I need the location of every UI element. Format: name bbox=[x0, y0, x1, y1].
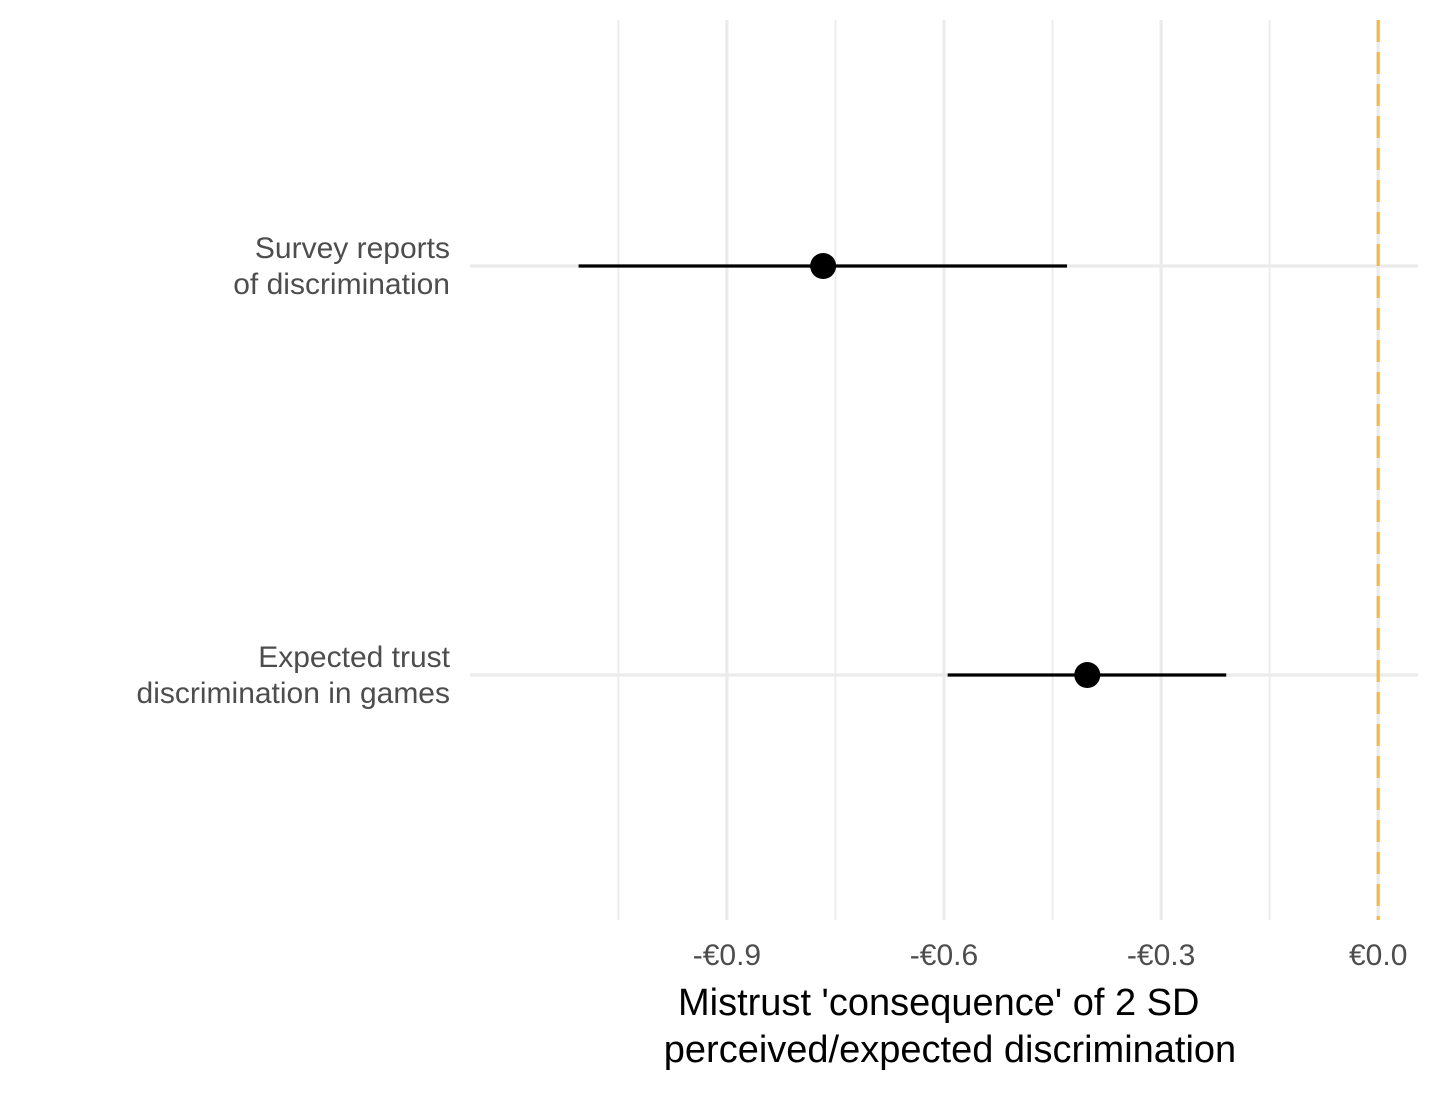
x-tick-label: -€0.3 bbox=[1127, 939, 1195, 972]
x-axis-title-line-1: Mistrust 'consequence' of 2 SD bbox=[678, 982, 1199, 1024]
estimate-point bbox=[1074, 662, 1101, 688]
category-label-line: Expected trust bbox=[258, 641, 450, 674]
minor-gridlines bbox=[617, 20, 1271, 920]
category-label: Survey reports of discrimination bbox=[233, 232, 450, 301]
x-tick-label: -€0.6 bbox=[910, 939, 978, 972]
category-labels: Survey reports of discrimination Expected … bbox=[137, 232, 451, 710]
category-label: Expected trust discrimination in games bbox=[137, 641, 451, 710]
x-tick-labels: -€0.9 -€0.6 -€0.3 €0.0 bbox=[693, 939, 1408, 972]
category-label-line: Survey reports bbox=[255, 232, 450, 265]
x-axis-title-line-2: perceived/expected discrimination bbox=[664, 1029, 1236, 1071]
x-tick-label: -€0.9 bbox=[693, 939, 761, 972]
category-label-line: of discrimination bbox=[233, 268, 450, 301]
estimate-point bbox=[810, 253, 837, 279]
category-label-line: discrimination in games bbox=[137, 677, 450, 710]
x-tick-label: €0.0 bbox=[1349, 939, 1407, 972]
x-axis-title: Mistrust 'consequence' of 2 SD perceived… bbox=[664, 982, 1236, 1071]
estimate-marks bbox=[578, 253, 1227, 688]
